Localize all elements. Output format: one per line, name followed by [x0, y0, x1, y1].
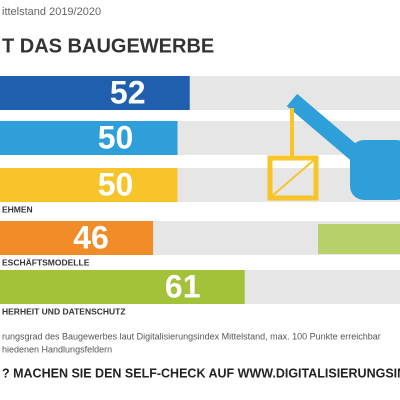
bar	[0, 270, 245, 304]
crane-load	[267, 155, 319, 201]
chart-title: T DAS BAUGEWERBE	[2, 35, 214, 57]
note: hiedenen Handlungsfeldern	[2, 344, 112, 354]
crane-illustration	[267, 93, 400, 254]
category-label: ESCHÄFTSMODELLE	[2, 257, 90, 267]
note: rungsgrad des Baugewerbes laut Digitalis…	[2, 331, 381, 341]
value-label: 52	[110, 74, 146, 110]
bar	[0, 121, 178, 155]
bars: 52 50 50 EHMEN 46 ESCHÄFTSMODELLE 61 HERHEIT UN…	[0, 74, 400, 316]
value-label: 46	[73, 219, 109, 255]
value-label: 61	[165, 268, 201, 304]
bar	[0, 76, 190, 110]
crane-base	[318, 224, 400, 254]
category-label: HERHEIT UND DATENSCHUTZ	[2, 306, 126, 316]
value-label: 50	[98, 166, 134, 202]
value-label: 50	[98, 119, 134, 155]
crane-cab	[350, 140, 400, 200]
crane-load-brace	[271, 159, 315, 197]
call-to-action: ? MACHEN SIE DEN SELF-CHECK AUF WWW.DIGI…	[2, 366, 400, 380]
category-label: EHMEN	[2, 204, 33, 214]
bar	[0, 168, 178, 202]
chart-subtitle: ittelstand 2019/2020	[2, 6, 101, 18]
bar	[0, 221, 154, 255]
